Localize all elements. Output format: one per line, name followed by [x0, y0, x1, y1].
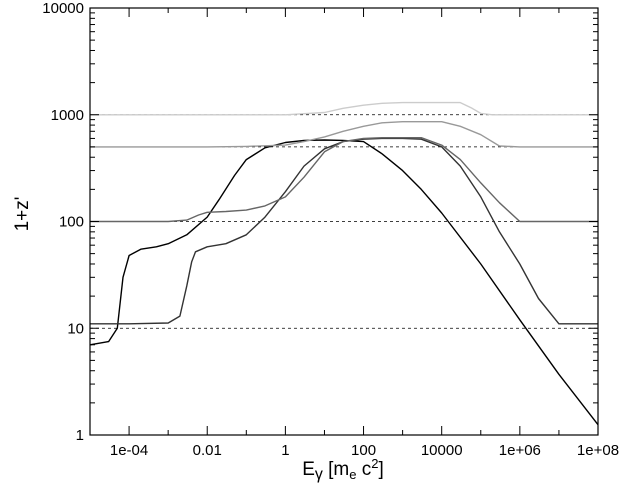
series-line [90, 101, 598, 116]
x-tick-label: 100 [351, 442, 376, 459]
x-tick-label: 1e-04 [110, 442, 148, 459]
y-tick-label: 10000 [42, 0, 84, 17]
y-tick-label: 1 [76, 427, 84, 444]
series-line [90, 137, 598, 223]
x-axis-label-bracket-open: [m [323, 459, 349, 480]
series-line [89, 139, 599, 426]
x-axis-label-mid: c [357, 459, 372, 480]
tick-labels: 1e-04 0.01 1 100 10000 1e+06 1e+08 1 10 100 1000 10… [42, 0, 619, 459]
series-line [90, 137, 598, 325]
x-tick-label: 10000 [421, 442, 463, 459]
x-axis-label-greek: γ [315, 466, 323, 483]
x-tick-label: 1e+06 [499, 442, 541, 459]
y-tick-label: 10 [67, 320, 84, 337]
x-axis-label-main: E [302, 459, 315, 480]
y-tick-label: 1000 [51, 107, 84, 124]
x-tick-label: 1 [281, 442, 289, 459]
x-tick-label: 1e+08 [577, 442, 619, 459]
y-tick-label: 100 [59, 214, 84, 231]
x-axis-label-bracket-close: ] [379, 459, 384, 480]
series-lines [89, 101, 599, 426]
x-axis-label: Eγ [me c2] [302, 456, 384, 483]
x-tick-label: 0.01 [193, 442, 222, 459]
plot-frame [89, 7, 599, 436]
y-axis-label: 1+z' [12, 197, 33, 232]
series-line [90, 121, 598, 148]
x-axis-label-sup: 2 [371, 456, 378, 471]
x-axis-label-sub: e [349, 467, 356, 482]
